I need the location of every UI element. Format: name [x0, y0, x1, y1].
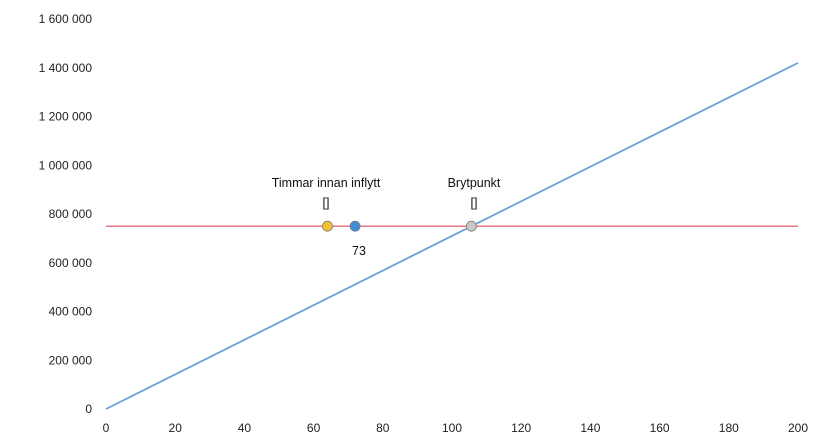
- series-lines: [105, 62, 799, 410]
- x-tick-label: 200: [788, 421, 808, 435]
- series-line-1: [105, 62, 799, 410]
- y-tick-label: 0: [85, 402, 92, 416]
- x-tick-label: 40: [238, 421, 252, 435]
- y-tick-label: 400 000: [49, 305, 93, 319]
- x-tick-label: 20: [169, 421, 183, 435]
- x-tick-label: 160: [650, 421, 670, 435]
- y-tick-label: 1 600 000: [39, 12, 93, 26]
- annotation-timmar-innan-inflytt: Timmar innan inflytt: [272, 176, 381, 190]
- y-tick-label: 800 000: [49, 207, 93, 221]
- x-tick-label: 0: [103, 421, 110, 435]
- y-tick-label: 1 400 000: [39, 61, 93, 75]
- annotation-count-value: 73: [352, 244, 366, 258]
- marker-point-1: [322, 220, 333, 232]
- annotation-timmar-value: []: [323, 196, 330, 210]
- y-tick-label: 600 000: [49, 256, 93, 270]
- x-tick-label: 80: [376, 421, 390, 435]
- marker-point-2: [349, 220, 361, 232]
- y-tick-label: 1 200 000: [39, 110, 93, 124]
- x-tick-label: 140: [580, 421, 600, 435]
- annotation-brytpunkt-value: []: [471, 196, 478, 210]
- x-tick-label: 180: [719, 421, 739, 435]
- y-tick-label: 1 000 000: [39, 158, 93, 172]
- marker-point-3: [465, 220, 477, 232]
- x-tick-label: 60: [307, 421, 321, 435]
- data-points: [322, 220, 477, 232]
- y-axis-ticks: 0 200 000 400 000 600 000 800 000 1 000 000 1 …: [39, 12, 93, 416]
- y-tick-label: 200 000: [49, 353, 93, 367]
- x-axis-ticks: 0 20 40 60 80 100 120 140 160 180 200: [103, 421, 809, 435]
- x-tick-label: 100: [442, 421, 462, 435]
- annotation-brytpunkt: Brytpunkt: [448, 176, 501, 190]
- x-tick-label: 120: [511, 421, 531, 435]
